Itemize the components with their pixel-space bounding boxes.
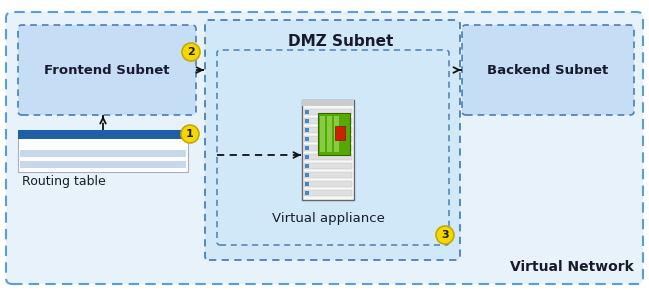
Bar	[336, 126, 345, 140]
Bar	[18, 130, 188, 172]
FancyBboxPatch shape	[462, 25, 634, 115]
Bar	[326, 116, 332, 152]
Bar	[305, 155, 309, 159]
Circle shape	[436, 226, 454, 244]
Bar	[305, 146, 309, 150]
Bar	[304, 163, 352, 169]
Bar	[305, 119, 309, 123]
Text: DMZ Subnet: DMZ Subnet	[288, 34, 393, 49]
Bar	[304, 136, 352, 142]
FancyBboxPatch shape	[302, 100, 354, 200]
Bar	[304, 181, 352, 187]
Bar	[305, 164, 309, 168]
Bar	[304, 118, 352, 124]
Bar	[304, 172, 352, 178]
Bar	[18, 130, 188, 139]
Bar	[305, 137, 309, 141]
Bar	[305, 191, 309, 195]
Circle shape	[181, 125, 199, 143]
Bar	[304, 190, 352, 196]
Text: Virtual Network: Virtual Network	[510, 260, 634, 274]
Bar	[304, 109, 352, 115]
Bar	[302, 100, 354, 106]
Bar	[334, 116, 339, 152]
FancyBboxPatch shape	[6, 12, 643, 284]
Text: 2: 2	[187, 47, 195, 57]
Bar	[304, 154, 352, 160]
Text: Backend Subnet: Backend Subnet	[487, 64, 609, 77]
Bar	[20, 161, 186, 168]
Circle shape	[182, 43, 200, 61]
Bar	[305, 128, 309, 132]
Text: 3: 3	[441, 230, 449, 240]
FancyBboxPatch shape	[205, 20, 460, 260]
Text: Routing table: Routing table	[22, 175, 106, 188]
Text: 1: 1	[186, 129, 194, 139]
FancyBboxPatch shape	[18, 25, 196, 115]
Bar	[305, 110, 309, 114]
Bar	[304, 145, 352, 151]
Bar	[305, 173, 309, 177]
Bar	[305, 182, 309, 186]
Bar	[304, 127, 352, 133]
Bar	[319, 116, 324, 152]
Text: Frontend Subnet: Frontend Subnet	[44, 64, 170, 77]
Text: Virtual appliance: Virtual appliance	[271, 212, 384, 225]
Bar	[20, 150, 186, 157]
Bar	[317, 113, 350, 155]
